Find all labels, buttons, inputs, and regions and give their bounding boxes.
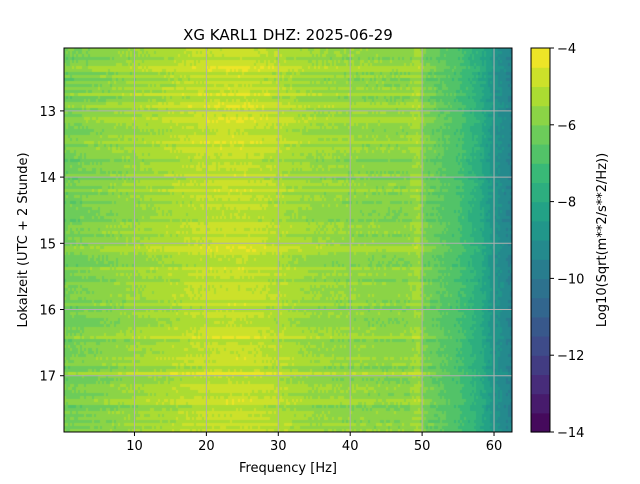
chart-title: XG KARL1 DHZ: 2025-06-29 xyxy=(183,26,393,44)
spectrogram-plot-area xyxy=(64,48,512,432)
spectrogram-image xyxy=(64,48,512,432)
colorbar-segment xyxy=(531,144,550,164)
colorbar-frame xyxy=(530,47,551,433)
grid-lines xyxy=(64,48,512,432)
colorbar-tick-label: −10 xyxy=(557,272,584,287)
colorbar-segment xyxy=(531,48,550,68)
y-tick-label: 15 xyxy=(39,237,56,252)
x-tick-label: 40 xyxy=(342,439,359,454)
x-tick-label: 60 xyxy=(486,439,503,454)
x-tick-label: 50 xyxy=(414,439,431,454)
x-axis: 10 20 30 40 50 60 xyxy=(126,432,502,454)
colorbar-segment xyxy=(531,163,550,183)
colorbar-segment xyxy=(531,278,550,299)
colorbar-segment xyxy=(531,124,550,145)
x-tick-label: 20 xyxy=(198,439,215,454)
colorbar-segment xyxy=(531,393,550,414)
plot-frame xyxy=(63,47,513,433)
colorbar-segment xyxy=(531,105,550,126)
colorbar-segment xyxy=(531,336,550,356)
colorbar-tick-label: −6 xyxy=(557,119,576,134)
y-tick-label: 16 xyxy=(39,304,56,319)
colorbar-segment xyxy=(531,86,550,107)
y-axis-label: Lokalzeit (UTC + 2 Stunde) xyxy=(16,152,31,327)
colorbar-tick-label: −4 xyxy=(557,42,576,57)
colorbar-segment xyxy=(531,374,550,395)
colorbar-segment xyxy=(531,316,550,337)
colorbar-segment xyxy=(531,67,550,87)
colorbar-segment xyxy=(531,182,550,203)
colorbar-segment xyxy=(531,220,550,241)
x-tick-label: 30 xyxy=(270,439,287,454)
colorbar-segment xyxy=(531,355,550,375)
colorbar-segment xyxy=(531,259,550,279)
y-tick-label: 14 xyxy=(39,171,56,186)
colorbar-segment xyxy=(531,240,550,260)
y-axis: 13 14 15 16 17 xyxy=(39,105,64,385)
colorbar-tick-label: −8 xyxy=(557,196,576,211)
colorbar-segment xyxy=(531,412,550,433)
x-axis-label: Frequency [Hz] xyxy=(239,461,337,476)
x-tick-label: 10 xyxy=(126,439,143,454)
y-tick-label: 13 xyxy=(39,105,56,120)
colorbar-label: Log10(Sqrt(m**2/s**2/Hz)) xyxy=(595,153,610,327)
colorbar: −4 −6 −8 −10 −12 −14 xyxy=(530,42,584,441)
colorbar-segment xyxy=(531,297,550,318)
colorbar-tick-label: −12 xyxy=(557,349,584,364)
colorbar-tick-label: −14 xyxy=(557,426,584,441)
y-tick-label: 17 xyxy=(39,370,56,385)
colorbar-segment xyxy=(531,201,550,222)
